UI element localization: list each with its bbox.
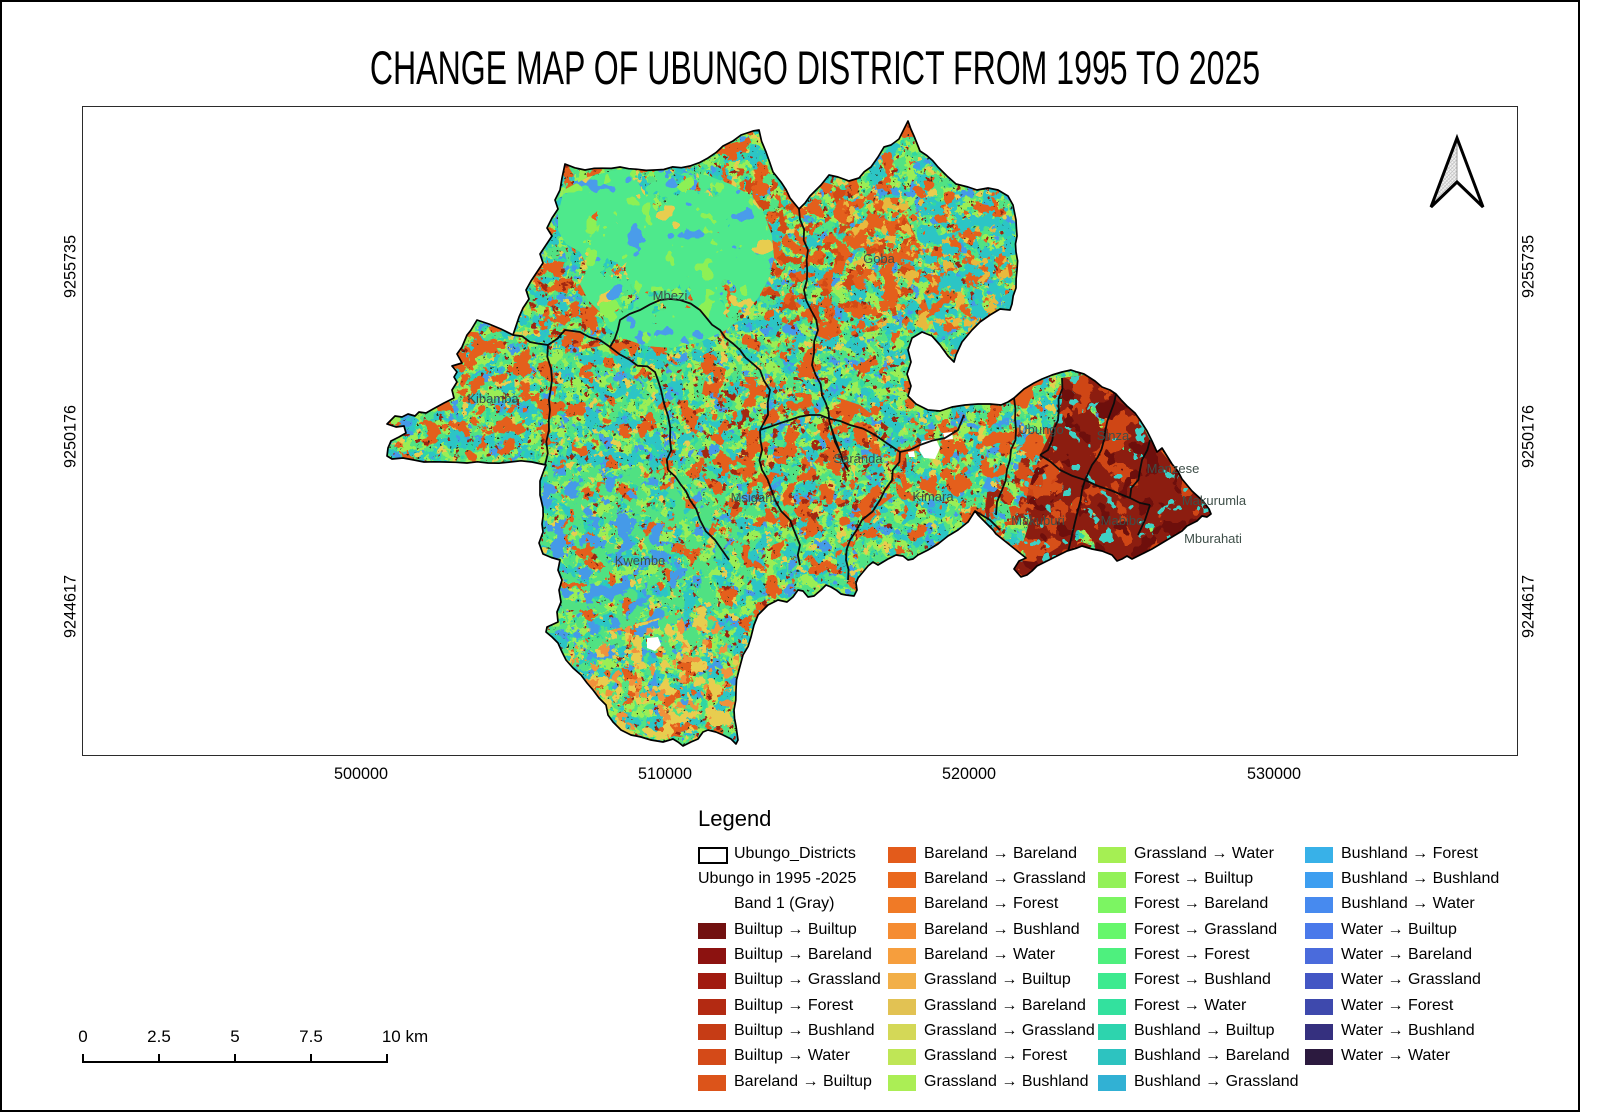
svg-text:Mabibo: Mabibo bbox=[1101, 513, 1144, 528]
svg-text:Makurumla: Makurumla bbox=[1182, 493, 1247, 508]
svg-text:Kimara: Kimara bbox=[912, 489, 954, 504]
svg-text:Mbezi: Mbezi bbox=[653, 288, 688, 303]
svg-text:Mburahati: Mburahati bbox=[1184, 531, 1242, 546]
svg-text:Kwembe: Kwembe bbox=[615, 553, 666, 568]
svg-text:Saranda: Saranda bbox=[833, 451, 883, 466]
svg-text:Kibamba: Kibamba bbox=[467, 391, 519, 406]
svg-text:Goba: Goba bbox=[863, 251, 896, 266]
svg-text:Ubungo: Ubungo bbox=[1018, 422, 1064, 437]
svg-text:Sinza: Sinza bbox=[1097, 428, 1130, 443]
svg-text:Msigani: Msigani bbox=[731, 490, 776, 505]
svg-text:Makuburi: Makuburi bbox=[1011, 513, 1065, 528]
svg-text:Manzese: Manzese bbox=[1147, 461, 1200, 476]
